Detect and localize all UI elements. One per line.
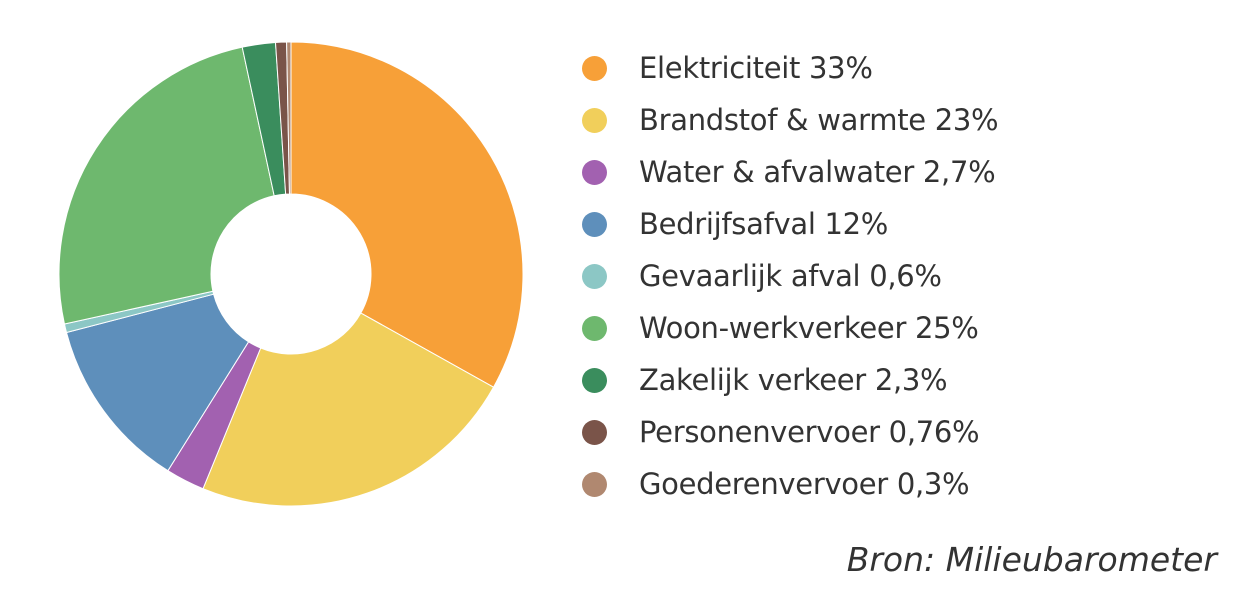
legend-item: Brandstof & warmte 23%	[582, 94, 999, 146]
legend-swatch	[582, 315, 607, 341]
legend-label: Elektriciteit 33%	[639, 51, 873, 85]
slice-elektriciteit	[290, 41, 524, 388]
legend-label: Woon-werkverkeer 25%	[639, 311, 979, 345]
legend-item: Woon-werkverkeer 25%	[582, 302, 998, 354]
source-note: Bron: Milieubarometer	[846, 540, 1217, 579]
legend-swatch	[582, 211, 607, 237]
legend-item: Gevaarlijk afval 0,6%	[582, 250, 998, 302]
slice-brandstof-warmte	[202, 312, 495, 507]
legend-label: Water & afvalwater 2,7%	[639, 155, 996, 189]
legend-label: Zakelijk verkeer 2,3%	[639, 363, 948, 397]
legend-label: Brandstof & warmte 23%	[639, 103, 999, 137]
legend-swatch	[582, 263, 607, 289]
legend-swatch	[582, 419, 607, 445]
legend-swatch	[582, 159, 607, 185]
legend-swatch	[582, 55, 607, 81]
legend-swatch	[582, 107, 607, 133]
legend-item: Elektriciteit 33%	[582, 42, 998, 94]
legend-label: Personenvervoer 0,76%	[639, 415, 980, 449]
legend-swatch	[582, 367, 607, 393]
chart-legend: Elektriciteit 33% Brandstof & warmte 23% W…	[582, 42, 999, 510]
legend-item: Goederenvervoer 0,3%	[582, 458, 998, 510]
slice-goederenvervoer	[286, 41, 292, 195]
legend-swatch	[582, 471, 607, 497]
legend-label: Gevaarlijk afval 0,6%	[639, 259, 942, 293]
legend-item: Zakelijk verkeer 2,3%	[582, 354, 998, 406]
legend-item: Water & afvalwater 2,7%	[582, 146, 998, 198]
donut-chart	[58, 41, 524, 507]
slice-bedrijfsafval	[65, 293, 250, 472]
legend-label: Goederenvervoer 0,3%	[639, 467, 970, 501]
legend-item: Personenvervoer 0,76%	[582, 406, 998, 458]
slice-woon-werkverkeer	[58, 46, 275, 325]
legend-item: Bedrijfsafval 12%	[582, 198, 998, 250]
legend-label: Bedrijfsafval 12%	[639, 207, 889, 241]
